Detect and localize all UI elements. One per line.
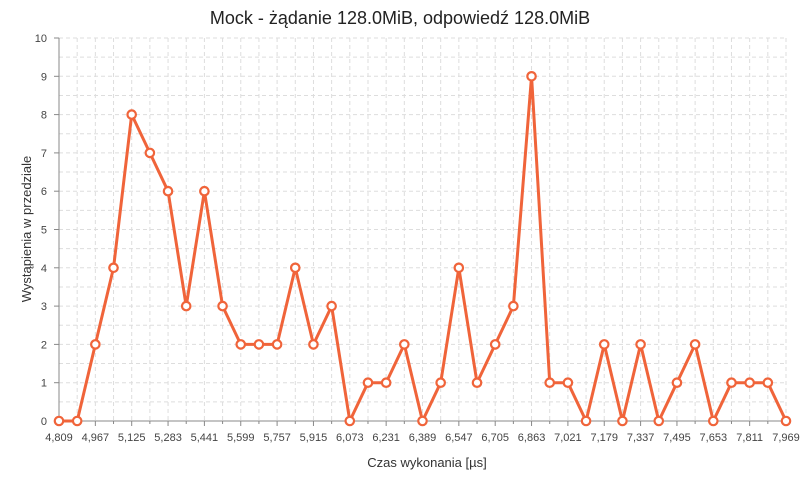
data-point: [707, 415, 719, 427]
data-point: [90, 339, 101, 350]
data-point: [471, 377, 483, 388]
y-tick-label: 7: [41, 148, 47, 160]
data-point: [53, 415, 65, 427]
data-point: [544, 377, 556, 388]
data-point: [417, 415, 428, 427]
y-tick-label: 0: [41, 416, 47, 428]
x-axis-ticks: 4,809 4,967 5,125 5,283 5,441 5,599 5,757 5,915…: [45, 421, 800, 444]
data-point: [617, 415, 628, 427]
y-tick-label: 8: [41, 110, 47, 122]
x-tick-label: 6,389: [409, 432, 437, 444]
data-point: [598, 339, 610, 350]
data-point: [726, 377, 737, 388]
data-point: [562, 377, 574, 388]
x-tick-label: 6,547: [445, 432, 473, 444]
x-tick-label: 6,231: [372, 432, 400, 444]
data-point: [217, 300, 228, 312]
data-point: [635, 339, 646, 350]
x-tick-label: 4,809: [45, 432, 73, 444]
y-tick-label: 4: [41, 263, 47, 275]
data-point: [526, 71, 537, 82]
y-tick-label: 9: [41, 71, 47, 83]
data-point: [744, 377, 755, 388]
data-point: [780, 415, 792, 427]
data-point: [199, 185, 210, 197]
y-tick-label: 1: [41, 378, 47, 390]
data-point: [235, 339, 247, 350]
x-tick-label: 5,757: [263, 432, 291, 444]
x-tick-label: 6,073: [336, 432, 364, 444]
data-point: [671, 377, 683, 388]
data-point: [362, 377, 374, 388]
y-axis-label: Wystąpienia w przedziale: [19, 156, 34, 303]
data-point: [653, 415, 665, 427]
y-axis-ticks: 0 1 2 3 4 5 6 7 8 9 10: [35, 33, 59, 428]
data-point: [308, 339, 319, 350]
chart-title: Mock - żądanie 128.0MiB, odpowiedź 128.0…: [210, 8, 590, 28]
x-tick-label: 5,283: [154, 432, 182, 444]
data-point: [326, 300, 337, 312]
data-point: [108, 262, 119, 274]
data-point: [762, 377, 774, 388]
x-tick-label: 7,969: [772, 432, 800, 444]
data-point: [435, 377, 446, 388]
x-tick-label: 7,495: [663, 432, 691, 444]
data-point: [580, 415, 592, 427]
data-point: [344, 415, 356, 427]
x-tick-label: 5,125: [118, 432, 146, 444]
data-point: [508, 300, 519, 312]
y-tick-label: 10: [35, 33, 47, 45]
x-tick-label: 7,021: [554, 432, 582, 444]
y-tick-label: 5: [41, 225, 47, 237]
data-point: [689, 339, 701, 350]
series: [53, 71, 792, 427]
data-point: [71, 415, 83, 427]
data-point: [162, 185, 174, 197]
data-point: [399, 339, 410, 350]
data-point: [289, 262, 301, 274]
y-tick-label: 6: [41, 186, 47, 198]
data-point: [180, 300, 192, 312]
y-tick-label: 3: [41, 301, 47, 313]
y-tick-label: 2: [41, 339, 47, 351]
data-point: [253, 339, 265, 350]
x-tick-label: 7,337: [627, 432, 655, 444]
data-point: [126, 109, 137, 120]
x-tick-label: 6,705: [481, 432, 509, 444]
data-point: [144, 147, 156, 159]
x-tick-label: 5,915: [300, 432, 328, 444]
x-tick-label: 7,179: [590, 432, 618, 444]
data-point: [489, 339, 501, 350]
grid: [58, 37, 787, 422]
data-point: [380, 377, 392, 388]
x-tick-label: 4,967: [82, 432, 110, 444]
data-point: [453, 262, 465, 274]
x-tick-label: 6,863: [518, 432, 546, 444]
x-tick-label: 5,441: [191, 432, 219, 444]
x-tick-label: 7,653: [700, 432, 728, 444]
x-tick-label: 5,599: [227, 432, 255, 444]
data-point: [271, 339, 283, 350]
x-tick-label: 7,811: [736, 432, 763, 444]
x-axis-label: Czas wykonania [µs]: [367, 455, 486, 470]
